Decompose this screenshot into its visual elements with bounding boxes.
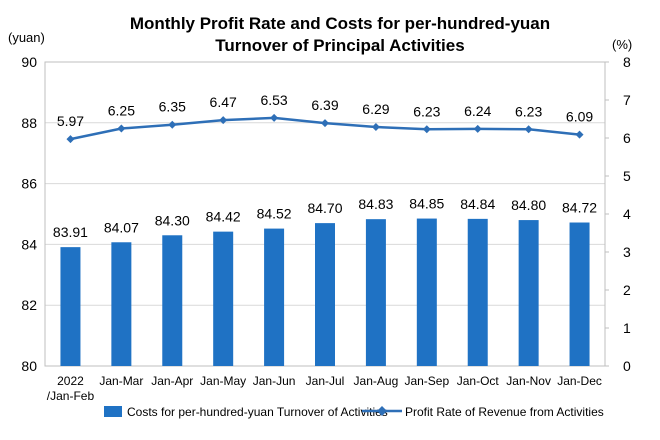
bar-data-labels: 83.91 84.07 84.30 84.42 84.52 84.70 84.83 84.85… [53,196,597,241]
left-tick-label: 90 [21,54,37,70]
x-tick-label: Jan-Oct [457,374,500,388]
line-point [524,125,533,134]
line-value-label: 6.29 [362,101,389,117]
right-axis: 0 1 2 3 4 5 6 7 8 [605,54,631,374]
bar-value-label: 84.85 [409,196,444,212]
bar [518,220,539,366]
x-tick-label: Jan-Aug [354,374,399,388]
right-tick-label: 7 [623,92,631,108]
right-axis-unit: (%) [612,37,632,52]
line-point [321,119,329,128]
bar [467,218,488,366]
line-value-label: 6.24 [464,103,491,119]
right-tick-label: 5 [623,168,631,184]
line-point [371,122,380,131]
bar-value-label: 84.83 [358,196,393,212]
line-value-label: 6.39 [311,97,338,113]
legend-bar-swatch [104,406,122,417]
line-value-label: 5.97 [57,113,84,129]
line-value-label: 6.35 [159,99,186,115]
line-point [270,113,279,122]
bar [569,222,590,366]
line-value-label: 6.53 [260,92,287,108]
bar-value-label: 84.42 [206,209,241,225]
line-series [66,113,584,144]
left-tick-label: 84 [21,236,37,252]
right-tick-label: 6 [623,130,631,146]
x-tick-label: Jan-Sep [404,374,449,388]
bar [416,218,437,366]
bar-value-label: 84.72 [562,200,597,216]
line-point [473,124,482,133]
legend-line-marker [377,406,387,416]
right-tick-label: 3 [623,244,631,260]
line-value-label: 6.23 [413,103,440,119]
line-value-label: 6.09 [566,109,593,125]
left-axis: 80 82 84 86 88 90 [21,54,37,374]
right-tick-label: 1 [623,320,631,336]
x-axis: 2022/Jan-Feb Jan-Mar Jan-Apr Jan-May Jan-Jun… [47,374,602,403]
bar [213,231,234,366]
bar-value-label: 83.91 [53,224,88,240]
right-tick-label: 2 [623,282,631,298]
line-value-label: 6.25 [108,103,135,119]
bar-value-label: 84.80 [511,197,546,213]
bar [264,228,285,366]
line-point [219,116,228,125]
bar [162,235,183,366]
bar-value-label: 84.70 [307,200,342,216]
x-tick-label: Jan-Jun [253,374,296,388]
left-axis-unit: (yuan) [8,30,45,45]
line-point [117,124,126,133]
x-tick-label: Jan-Jul [306,374,345,388]
x-tick-label: Jan-Nov [506,374,551,388]
x-tick-label: Jan-May [200,374,246,388]
right-tick-label: 8 [623,54,631,70]
bar [365,219,386,366]
left-tick-label: 80 [21,358,37,374]
chart-title-line2: Turnover of Principal Activities [215,36,464,55]
line-value-label: 6.47 [210,94,237,110]
bar-series [60,218,590,366]
legend-line-label: Profit Rate of Revenue from Activities [405,405,604,419]
left-tick-label: 88 [21,115,37,131]
chart-title-line1: Monthly Profit Rate and Costs for per-hu… [130,14,550,33]
line-data-labels: 5.97 6.25 6.35 6.47 6.53 6.39 6.29 6.23 6.24 6.23… [57,92,594,129]
left-tick-label: 82 [21,297,37,313]
x-tick-label: Jan-Mar [99,374,143,388]
left-tick-label: 86 [21,176,37,192]
line-point [168,120,177,129]
bar-value-label: 84.30 [155,212,190,228]
legend: Costs for per-hundred-yuan Turnover of A… [104,405,604,419]
line-point [66,135,75,144]
bar [315,223,335,366]
x-tick-label: Jan-Apr [151,374,193,388]
line-value-label: 6.23 [515,103,542,119]
right-tick-label: 4 [623,206,631,222]
bar-value-label: 84.07 [104,219,139,235]
x-tick-label: Jan-Dec [557,374,602,388]
bar [60,247,81,366]
bar [111,242,132,366]
bar-value-label: 84.52 [257,206,292,222]
line-point [575,130,584,139]
bar-value-label: 84.84 [460,196,495,212]
legend-bar-label: Costs for per-hundred-yuan Turnover of A… [127,405,388,419]
line-point [422,125,431,134]
right-tick-label: 0 [623,358,631,374]
x-tick-label: 2022/Jan-Feb [47,374,95,403]
